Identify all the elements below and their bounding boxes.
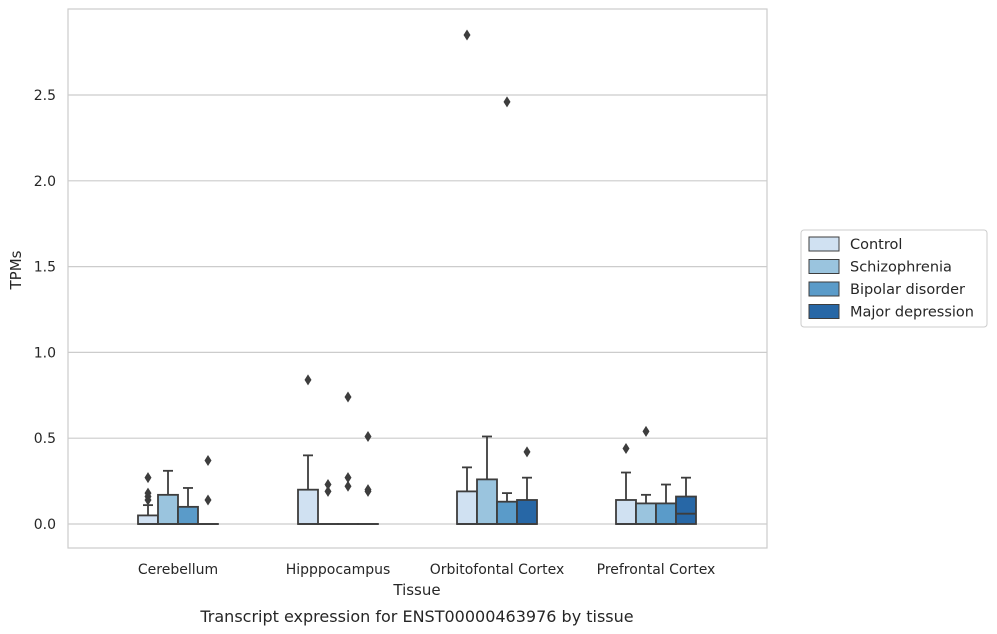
box-bipolar-disorder	[655, 483, 677, 525]
outlier-point	[503, 96, 511, 108]
box-major-depression	[516, 446, 538, 525]
box-groups	[137, 29, 697, 525]
box-schizophrenia	[157, 469, 179, 525]
box-schizophrenia	[317, 479, 339, 525]
outlier-point	[622, 442, 630, 454]
box-control	[297, 374, 319, 525]
box-iqr	[157, 493, 179, 525]
y-tick-label: 1.5	[34, 260, 56, 276]
outlier-point	[324, 479, 332, 491]
y-tick-label: 1.0	[34, 345, 56, 361]
outlier-point	[324, 485, 332, 497]
x-tick-label: Orbitofontal Cortex	[430, 562, 565, 578]
box-control	[456, 29, 478, 525]
box-iqr	[516, 499, 538, 525]
box-iqr	[137, 514, 159, 525]
box-iqr	[655, 502, 677, 525]
x-tick-label: Cerebellum	[138, 562, 218, 578]
legend-swatch	[808, 304, 840, 319]
outlier-point	[144, 487, 152, 499]
plot-area-frame	[67, 8, 768, 549]
box-control	[615, 442, 637, 525]
box-major-depression	[675, 476, 697, 525]
legend-label: Schizophrenia	[850, 260, 952, 276]
outlier-point	[344, 472, 352, 484]
box-bipolar-disorder	[496, 96, 518, 525]
box-bipolar-disorder	[337, 391, 359, 525]
outlier-point	[204, 494, 212, 506]
outlier-point	[344, 480, 352, 492]
outlier-point	[463, 29, 471, 41]
box-iqr	[476, 478, 498, 525]
outlier-point	[364, 484, 372, 496]
box-iqr	[496, 500, 518, 525]
x-axis-label: Tissue	[392, 581, 440, 599]
y-tick-labels: 0.0 0.5 1.0 1.5 2.0 2.5	[34, 88, 56, 533]
y-tick-label: 2.5	[34, 88, 56, 104]
box-major-depression	[197, 455, 219, 525]
legend-swatch	[808, 259, 840, 274]
box-iqr	[456, 490, 478, 525]
outlier-point	[642, 425, 650, 437]
x-tick-label: Prefrontal Cortex	[597, 562, 716, 578]
outlier-point	[344, 391, 352, 403]
box-schizophrenia	[635, 425, 657, 525]
outlier-point	[364, 430, 372, 442]
y-tick-label: 2.0	[34, 174, 56, 190]
legend-frame	[800, 229, 988, 328]
y-gridlines	[68, 94, 767, 525]
legend: Control Schizophrenia Bipolar disorder Majo…	[800, 229, 988, 328]
box-major-depression	[357, 430, 379, 525]
y-tick-label: 0.0	[34, 517, 56, 533]
box-bipolar-disorder	[177, 487, 199, 525]
x-tick-label: Hipppocampus	[286, 562, 391, 578]
box-iqr	[297, 488, 319, 525]
x-tick-labels: Cerebellum Hipppocampus Orbitofontal Corte…	[138, 562, 715, 578]
outlier-point	[523, 446, 531, 458]
outlier-point	[144, 472, 152, 484]
legend-label: Control	[850, 237, 902, 253]
y-axis-label: TPMs	[7, 250, 25, 290]
box-iqr	[635, 502, 657, 525]
box-iqr	[675, 495, 697, 525]
box-iqr	[177, 505, 199, 525]
legend-label: Bipolar disorder	[850, 282, 965, 298]
box-iqr	[615, 499, 637, 525]
box-control	[137, 472, 159, 525]
box-schizophrenia	[476, 435, 498, 525]
legend-swatch	[808, 236, 840, 252]
legend-label: Major depression	[850, 305, 974, 321]
outlier-point	[304, 374, 312, 386]
outlier-point	[204, 455, 212, 467]
legend-swatch	[808, 281, 840, 297]
chart-caption: Transcript expression for ENST0000046397…	[199, 607, 633, 626]
y-tick-label: 0.5	[34, 431, 56, 447]
